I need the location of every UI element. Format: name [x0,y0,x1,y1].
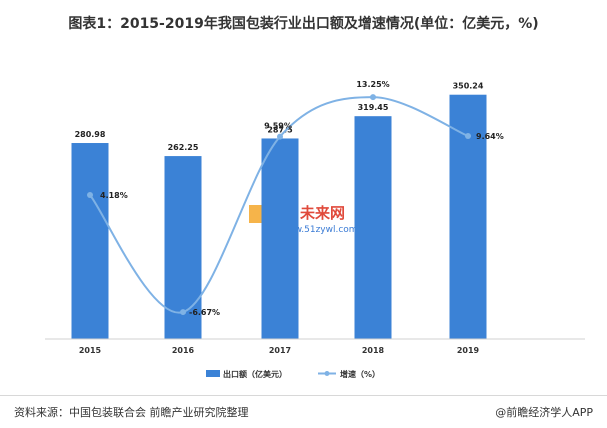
bar-2015 [71,143,109,339]
growth-line [89,96,469,314]
growth-point-2016 [180,309,186,316]
x-tick-2018: 2018 [362,346,385,355]
footer-brand: @前瞻经济学人APP [495,406,593,419]
x-tick-2015: 2015 [79,346,102,355]
growth-point-2015 [87,191,93,198]
bar-value-label-2015: 280.98 [75,130,106,139]
growth-label-2017: 9.59% [264,122,292,131]
legend-bar-label: 出口额（亿美元） [223,369,287,379]
growth-label-2015: 4.18% [100,191,128,200]
growth-point-2017 [277,133,283,140]
watermark-site-url: www.51zywl.com [280,225,358,235]
x-tick-2019: 2019 [457,346,480,355]
growth-label-2018: 13.25% [356,80,389,89]
footer-source: 资料来源：中国包装联合会 前瞻产业研究院整理 [14,406,249,419]
growth-label-2019: 9.64% [476,132,504,141]
legend-line-label: 增速（%） [340,369,380,379]
x-tick-2017: 2017 [269,346,291,355]
growth-point-2018 [370,94,376,101]
footer-divider [0,395,607,396]
x-tick-2016: 2016 [172,346,195,355]
bar-2016 [164,156,202,339]
bar-value-label-2019: 350.24 [453,82,484,91]
bar-2017 [261,138,299,339]
legend-line-marker [324,371,330,376]
legend: 出口额（亿美元） 增速（%） [206,369,380,379]
bar-value-label-2017: 287.5 [267,125,293,134]
chart-title: 图表1：2015-2019年我国包装行业出口额及增速情况(单位：亿美元，%) [68,16,539,32]
legend-bar-swatch [206,370,220,377]
bar-value-label-2018: 319.45 [358,103,389,112]
growth-point-2019 [465,133,471,140]
bar-value-label-2016: 262.25 [168,143,199,152]
bar-2018 [354,116,392,339]
growth-label-2016: -6.67% [189,308,220,317]
